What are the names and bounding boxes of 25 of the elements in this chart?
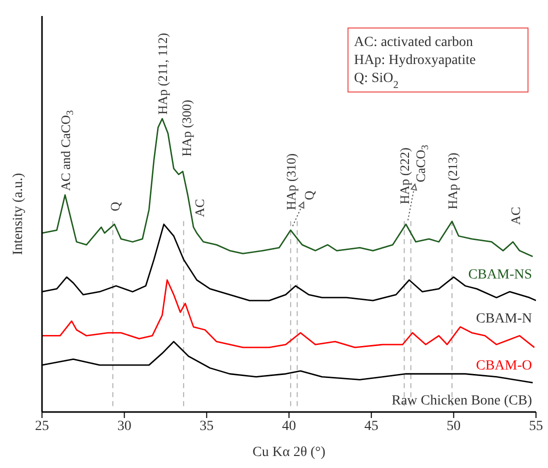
series-label: CBAM-N — [476, 312, 532, 327]
series-label: CBAM-NS — [468, 268, 532, 283]
annotation: HAp (211, 112) — [154, 32, 170, 115]
x-tick-label: 25 — [35, 418, 49, 434]
x-tick-label: 55 — [529, 418, 543, 434]
x-tick-label: 50 — [446, 418, 461, 434]
text: HAp: Hydroxyapatite — [354, 53, 476, 68]
text: AC: activated carbon — [354, 35, 473, 50]
series-label: CBAM-O — [476, 358, 532, 374]
text: Q: SiO$_{2}$ — [354, 71, 399, 90]
annotation: HAp (310) — [283, 153, 298, 210]
y-axis-title: Intensity (a.u.) — [11, 172, 26, 256]
series-label: Raw Chicken Bone (CB) — [392, 394, 532, 409]
annotation: Q — [301, 190, 316, 200]
annotation: HAp (222) — [396, 148, 412, 204]
annotation: Q — [106, 201, 122, 212]
x-axis-title: Cu Kα 2θ (°) — [252, 445, 326, 460]
annotation: HAp (300) — [178, 100, 194, 156]
annotation: AC — [191, 199, 206, 218]
x-tick-label: 40 — [282, 418, 296, 434]
annotation: AC — [507, 206, 522, 225]
x-tick-label: 30 — [117, 418, 132, 434]
annotation: HAp (213) — [444, 152, 460, 210]
x-tick-label: 35 — [200, 418, 214, 434]
x-tick-label: 45 — [364, 418, 378, 434]
